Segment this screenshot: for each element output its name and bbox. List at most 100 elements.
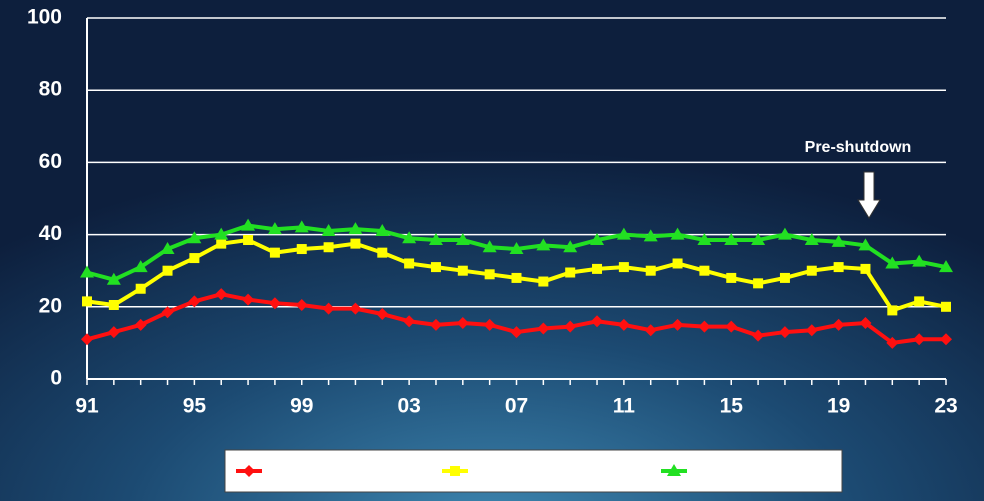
- marker: [591, 315, 604, 328]
- marker: [697, 233, 712, 246]
- marker: [831, 234, 846, 247]
- marker: [616, 227, 631, 240]
- marker: [939, 260, 953, 273]
- marker: [667, 464, 681, 476]
- marker: [450, 466, 460, 476]
- marker: [565, 267, 576, 278]
- marker: [80, 265, 94, 278]
- marker: [162, 265, 173, 276]
- marker: [106, 272, 121, 285]
- marker: [563, 240, 578, 253]
- legend-label: 12th Grade: [689, 460, 788, 481]
- marker: [348, 222, 363, 235]
- marker: [430, 262, 441, 273]
- marker: [509, 242, 524, 255]
- marker: [403, 315, 416, 328]
- marker: [645, 265, 656, 276]
- marker: [82, 296, 92, 307]
- marker: [294, 220, 309, 233]
- marker: [134, 318, 147, 331]
- marker: [456, 317, 469, 330]
- marker: [617, 318, 630, 331]
- x-tick-label: 15: [720, 395, 744, 418]
- marker: [860, 263, 871, 274]
- marker: [805, 324, 818, 337]
- marker: [538, 276, 549, 287]
- marker: [618, 262, 629, 273]
- legend: [224, 449, 843, 493]
- x-tick-label: 11: [613, 395, 636, 418]
- marker: [482, 240, 497, 253]
- marker: [724, 233, 739, 246]
- marker: [940, 333, 952, 346]
- y-tick-label: 80: [39, 78, 62, 101]
- x-tick-label: 23: [934, 395, 957, 418]
- x-tick-label: 99: [290, 395, 313, 418]
- marker: [161, 306, 174, 319]
- legend-label: 8th Grade: [264, 460, 353, 481]
- marker: [511, 272, 522, 283]
- marker: [643, 229, 658, 242]
- marker: [375, 223, 390, 236]
- marker: [321, 223, 336, 236]
- marker: [160, 242, 175, 255]
- marker: [269, 247, 280, 258]
- marker: [806, 265, 817, 276]
- marker: [699, 265, 710, 276]
- marker: [349, 302, 362, 315]
- marker: [81, 333, 93, 346]
- marker: [753, 278, 764, 289]
- marker: [804, 233, 819, 246]
- marker: [510, 326, 523, 339]
- marker: [726, 272, 737, 283]
- marker: [243, 465, 255, 477]
- marker: [590, 233, 605, 246]
- marker: [670, 227, 685, 240]
- marker: [752, 329, 765, 342]
- marker: [779, 272, 790, 283]
- annotation-arrow: [857, 171, 881, 219]
- x-tick-label: 95: [183, 395, 207, 418]
- y-tick-label: 0: [50, 367, 62, 390]
- marker: [243, 235, 254, 246]
- marker: [885, 256, 900, 269]
- marker: [241, 218, 256, 231]
- y-tick-label: 20: [39, 294, 62, 317]
- marker: [671, 318, 684, 331]
- marker: [215, 288, 228, 301]
- marker: [108, 299, 119, 310]
- y-tick-label: 100: [27, 6, 62, 29]
- marker: [537, 322, 550, 335]
- x-tick-label: 19: [827, 395, 850, 418]
- marker: [376, 308, 389, 321]
- marker: [751, 233, 766, 246]
- marker: [295, 298, 308, 311]
- marker: [296, 244, 307, 255]
- marker: [859, 317, 872, 330]
- marker: [483, 318, 496, 331]
- x-tick-label: 03: [397, 395, 420, 418]
- marker: [322, 302, 335, 315]
- marker: [189, 253, 200, 264]
- marker: [268, 297, 281, 310]
- marker: [564, 320, 577, 333]
- marker: [133, 260, 148, 273]
- marker: [592, 263, 603, 274]
- marker: [777, 227, 792, 240]
- marker: [644, 324, 657, 337]
- marker: [429, 318, 442, 331]
- marker: [457, 265, 468, 276]
- marker: [135, 283, 146, 294]
- marker: [455, 233, 470, 246]
- marker: [858, 238, 873, 251]
- marker: [216, 238, 227, 249]
- marker: [242, 293, 255, 306]
- marker: [267, 222, 282, 235]
- marker: [914, 296, 925, 307]
- marker: [887, 305, 898, 316]
- x-tick-label: 07: [505, 395, 528, 418]
- marker: [698, 320, 711, 333]
- marker: [484, 269, 495, 280]
- marker: [912, 254, 927, 267]
- marker: [323, 242, 334, 253]
